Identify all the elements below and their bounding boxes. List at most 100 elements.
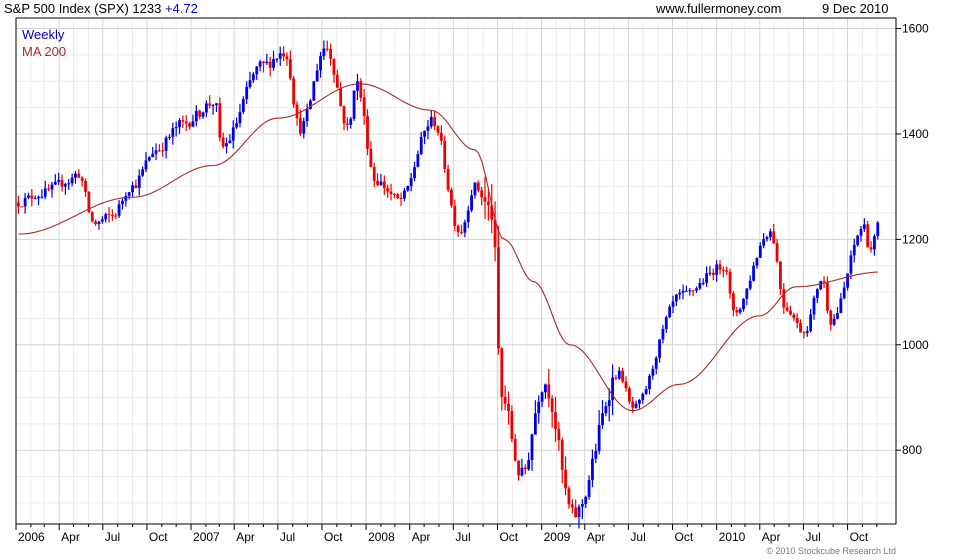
candle-body (644, 389, 648, 394)
candle-body (376, 180, 379, 186)
site-url[interactable]: www.fullermoney.com (656, 1, 782, 16)
candle-body (255, 66, 259, 75)
candle-body (570, 504, 574, 508)
candle-body (228, 140, 232, 144)
candle-body (131, 185, 134, 193)
candle-body (174, 127, 178, 129)
candle-body (329, 48, 332, 59)
candle-body (114, 215, 118, 217)
candle-body (748, 280, 752, 289)
candle-body (668, 306, 672, 318)
x-tick-label: Jul (105, 530, 120, 544)
x-tick-label: Oct (149, 530, 168, 544)
candle-body (497, 247, 500, 349)
candle-body (661, 329, 665, 340)
candle-body (16, 202, 20, 207)
candle-body (685, 290, 688, 292)
candle-body (540, 392, 544, 402)
candle-body (634, 403, 638, 408)
candle-body (436, 126, 440, 133)
candle-body (168, 136, 171, 138)
candle-body (641, 393, 645, 401)
candle-body (366, 115, 369, 149)
candle-body (537, 401, 541, 414)
candle-body (356, 81, 359, 91)
candle-body (701, 282, 705, 284)
candle-body (107, 214, 111, 216)
candle-body (60, 180, 64, 187)
candle-body (23, 197, 27, 207)
candle-body (607, 400, 611, 407)
candle-body (322, 48, 326, 57)
candle-body (674, 294, 678, 302)
candle-body (627, 388, 631, 402)
candle-body (100, 219, 104, 222)
candle-body (785, 307, 789, 311)
candle-body (423, 130, 426, 137)
candle-body (335, 74, 339, 88)
x-tick-label: 2008 (368, 530, 395, 544)
candle-body (775, 243, 779, 262)
candle-body (493, 219, 497, 248)
candle-body (127, 192, 131, 196)
candle-body (567, 488, 571, 505)
candle-body (225, 143, 228, 147)
candle-body (309, 100, 312, 110)
candle-body (272, 59, 275, 68)
candle-body (235, 123, 238, 128)
candle-body (456, 225, 460, 233)
candle-body (802, 332, 806, 334)
candle-body (144, 160, 148, 170)
candle-body (732, 293, 735, 311)
x-tick-label: Jul (455, 530, 470, 544)
candle-body (208, 103, 212, 106)
candle-body (698, 282, 702, 289)
candle-body (305, 109, 309, 122)
candle-body (849, 255, 853, 274)
candle-body (30, 195, 34, 199)
candle-body (339, 87, 343, 107)
candle-body (544, 384, 547, 393)
x-tick-label: Apr (236, 530, 255, 544)
candle-body (648, 375, 651, 390)
candle-body (473, 182, 477, 196)
candle-body (450, 189, 453, 206)
candle-body (470, 195, 473, 211)
candle-body (856, 235, 860, 245)
candle-body (846, 273, 849, 288)
candle-body (611, 377, 614, 401)
chart-date: 9 Dec 2010 (822, 1, 889, 16)
candle-body (342, 106, 346, 124)
x-tick-label: 2010 (719, 530, 746, 544)
candle-body (33, 198, 37, 200)
candle-body (688, 290, 692, 292)
candle-body (755, 257, 759, 266)
candle-body (762, 239, 766, 246)
candle-body (184, 121, 188, 124)
candle-body (779, 261, 782, 290)
y-tick-label: 800 (902, 443, 922, 457)
candle-body (345, 123, 349, 125)
candle-body (678, 292, 682, 295)
candle-body (654, 357, 658, 369)
candle-body (527, 460, 531, 470)
candle-body (486, 201, 490, 206)
candle-body (718, 264, 722, 270)
candle-body (819, 281, 823, 290)
candle-body (500, 348, 504, 397)
candle-body (218, 103, 222, 138)
candle-body (245, 86, 249, 100)
candle-body (265, 61, 269, 64)
candle-body (84, 180, 87, 192)
candle-body (460, 232, 463, 234)
candle-body (768, 231, 772, 238)
candle-body (124, 195, 128, 201)
candle-body (288, 59, 292, 79)
candle-body (231, 127, 235, 141)
candle-body (862, 224, 866, 229)
candle-body (164, 137, 168, 151)
candle-body (520, 467, 524, 476)
candle-body (463, 222, 467, 233)
candle-body (480, 190, 484, 198)
candle-body (621, 370, 625, 382)
